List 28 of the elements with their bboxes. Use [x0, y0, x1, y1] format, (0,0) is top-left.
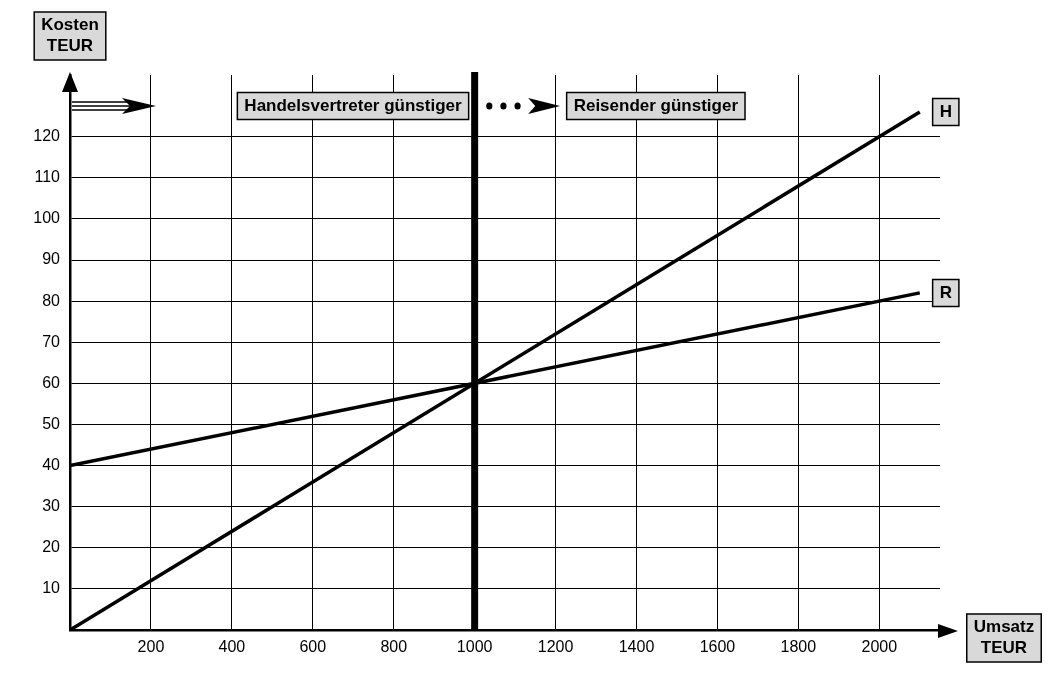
y-tick-label: 120 [33, 127, 61, 145]
y-tick-label: 60 [42, 373, 61, 391]
y-tick-label: 50 [42, 414, 61, 432]
x-tick-label: 200 [137, 638, 165, 656]
annotation: Handelsvertreter günstiger [244, 95, 463, 115]
x-tick-label: 1000 [456, 638, 493, 656]
x-tick-label: 1200 [537, 638, 574, 656]
y-tick-label: 40 [42, 455, 61, 473]
y-tick-label: 100 [33, 209, 61, 227]
x-tick-label: 1800 [780, 638, 817, 656]
y-tick-label: 80 [42, 291, 61, 309]
y-tick-label: 10 [42, 579, 61, 597]
y-tick-label: 30 [42, 497, 61, 515]
x-tick-label: 400 [218, 638, 246, 656]
annotation: Reisender günstiger [573, 95, 739, 115]
x-tick-label: 2000 [861, 638, 898, 656]
series-label: R [939, 282, 952, 302]
x-tick-label: 1600 [699, 638, 736, 656]
x-tick-label: 1400 [618, 638, 655, 656]
x-axis-title: Umsatz TEUR [973, 617, 1035, 658]
y-tick-label: 20 [42, 538, 61, 556]
series-label: H [939, 101, 952, 121]
y-axis-title: Kosten TEUR [41, 15, 99, 56]
x-tick-label: 600 [299, 638, 327, 656]
y-tick-label: 90 [42, 250, 61, 268]
y-tick-label: 70 [42, 332, 61, 350]
x-tick-label: 800 [380, 638, 408, 656]
y-tick-label: 110 [34, 168, 61, 186]
